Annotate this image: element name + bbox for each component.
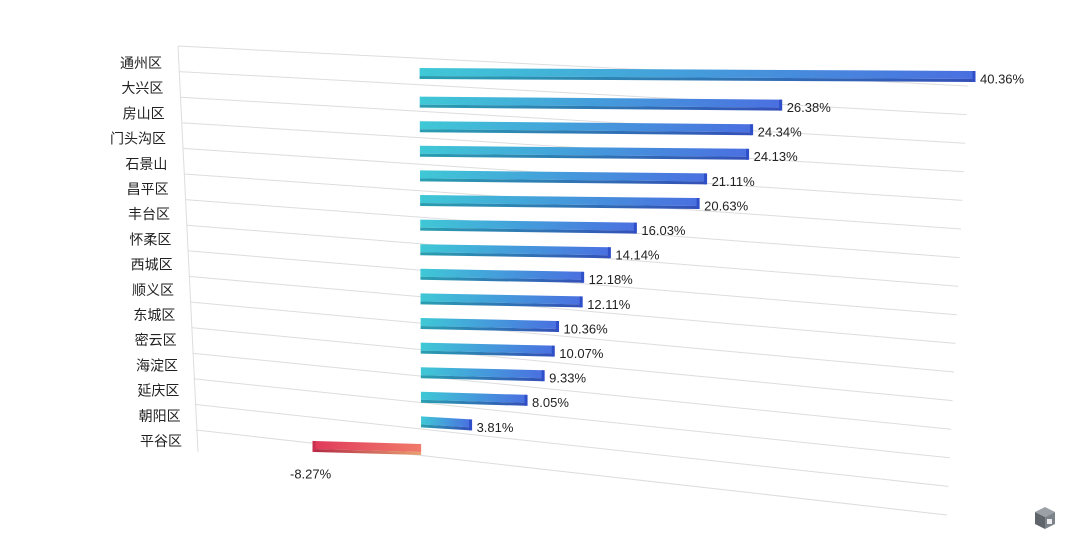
bar-end-cap (750, 124, 754, 136)
value-label: 9.33% (549, 371, 586, 386)
bar-side (419, 153, 748, 160)
value-label: 21.11% (712, 174, 756, 189)
category-label: 延庆区 (137, 384, 179, 400)
grid-line (194, 403, 949, 487)
bar (419, 145, 748, 157)
grid-line (189, 301, 955, 373)
bar-end-cap (541, 370, 545, 382)
bar-side (420, 326, 558, 332)
value-label: 40.36% (980, 71, 1025, 86)
category-label: 通州区 (120, 56, 162, 72)
bar (420, 244, 610, 256)
bar-end-cap (779, 99, 783, 111)
category-label: 西城区 (131, 258, 173, 274)
category-label: 大兴区 (121, 81, 163, 97)
category-label: 顺义区 (132, 283, 174, 299)
bar (314, 441, 422, 452)
bar-end-cap (633, 222, 637, 234)
category-label: 朝阳区 (139, 409, 181, 425)
bar (420, 342, 554, 354)
cube-logo-icon (1035, 507, 1055, 529)
value-label: 12.11% (587, 297, 631, 312)
bar (420, 195, 699, 206)
bar (420, 367, 544, 379)
category-label: 平谷区 (140, 434, 182, 450)
bar-end-cap (746, 148, 750, 160)
grid-line (187, 250, 957, 316)
bar (420, 268, 583, 280)
labels: 通州区 40.36% 大兴区 26.38% 房山区 24.34% 门头沟区 24.13% 石景山… (110, 56, 1025, 481)
grid-line (188, 275, 956, 344)
value-label: 8.05% (532, 395, 569, 410)
bar-side (419, 104, 781, 111)
bar-side (314, 449, 422, 455)
value-label: 24.13% (754, 149, 799, 164)
value-label: 10.36% (564, 321, 609, 336)
value-label: 12.18% (589, 272, 634, 287)
category-label: 东城区 (133, 308, 175, 324)
bar-side (420, 301, 582, 308)
grid-line (193, 378, 950, 459)
category-label: 密云区 (135, 332, 177, 349)
bar-side (420, 350, 554, 357)
grid-line (192, 352, 952, 430)
bar (420, 293, 582, 305)
category-label: 门头沟区 (110, 132, 166, 148)
bar-side (420, 375, 544, 382)
bar-side (420, 178, 706, 185)
category-label: 石景山 (125, 157, 167, 173)
bar-end-cap (312, 441, 316, 452)
bar (419, 68, 974, 79)
value-label: 24.34% (758, 125, 803, 140)
category-label: 海淀区 (136, 358, 178, 374)
grid-line (179, 71, 967, 116)
bar-side (420, 203, 699, 209)
value-label: 20.63% (704, 198, 749, 213)
bar-side (420, 252, 610, 259)
grid-line (180, 96, 966, 144)
bar-side (420, 399, 527, 406)
bar (420, 318, 558, 329)
value-label: 14.14% (615, 248, 660, 263)
value-label: 26.38% (787, 100, 832, 115)
value-label: 16.03% (641, 223, 686, 238)
bar-end-cap (556, 321, 560, 332)
category-label: 丰台区 (128, 207, 170, 223)
bar-end-cap (524, 394, 528, 406)
bar-side (420, 276, 583, 283)
bars (312, 68, 976, 455)
bar (419, 96, 781, 108)
bar-side (420, 227, 636, 234)
value-label: -8.27% (290, 466, 332, 481)
bar-end-cap (696, 198, 700, 209)
bar-end-cap (469, 419, 473, 431)
bar-side (419, 129, 752, 136)
value-label: 10.07% (559, 346, 604, 361)
bar-side (419, 76, 974, 82)
bar-end-cap (607, 247, 611, 259)
bar (419, 121, 752, 133)
category-label: 怀柔区 (129, 232, 171, 248)
bar-end-cap (581, 271, 585, 283)
category-label: 房山区 (123, 106, 165, 122)
category-label: 昌平区 (127, 182, 169, 198)
bar (421, 416, 471, 428)
bar-end-cap (704, 173, 708, 185)
bar (420, 391, 527, 403)
value-label: 3.81% (477, 420, 514, 435)
axis-wall-line (177, 45, 199, 453)
bar-end-cap (579, 296, 583, 308)
bar-end-cap (551, 345, 555, 357)
bar-side (421, 424, 471, 431)
bar (420, 219, 636, 231)
grid-line (191, 327, 953, 402)
bar (420, 170, 706, 182)
bar-end-cap (972, 71, 976, 82)
